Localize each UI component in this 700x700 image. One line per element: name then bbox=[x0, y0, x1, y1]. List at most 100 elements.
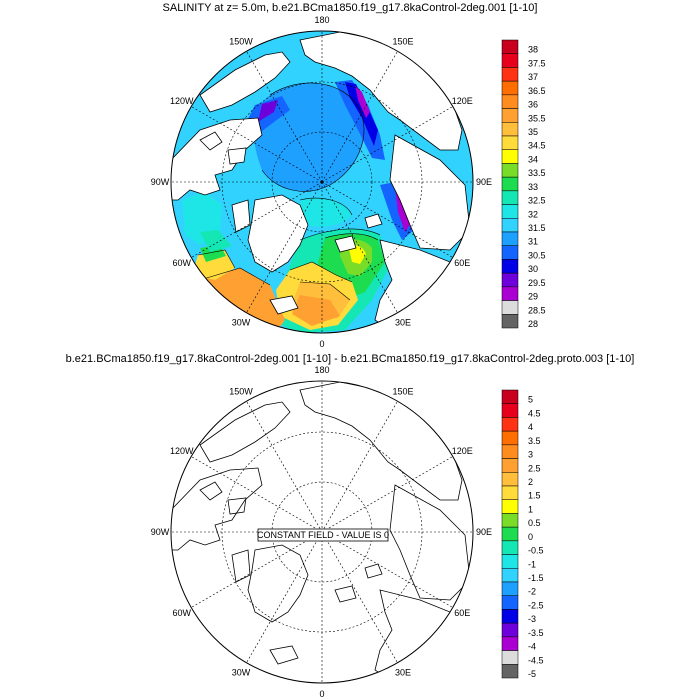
colorbar-swatch bbox=[501, 67, 519, 82]
salinity-colorbar: 38 37.5 37 36.5 36 35.5 35 34.5 34 33.5 33 32.5 32 31… bbox=[501, 39, 546, 329]
landmass bbox=[171, 31, 471, 333]
meridian-line bbox=[321, 531, 453, 608]
colorbar-label: 35 bbox=[528, 127, 538, 137]
colorbar-swatch bbox=[501, 499, 519, 514]
colorbar-label: 38 bbox=[528, 45, 538, 55]
colorbar-swatch bbox=[501, 272, 519, 288]
colorbar-swatch bbox=[501, 286, 519, 301]
lon-label: 150W bbox=[229, 387, 253, 397]
colorbar-label: 28 bbox=[528, 319, 538, 329]
colorbar-label: 33.5 bbox=[528, 168, 546, 178]
colorbar-swatch bbox=[501, 568, 519, 583]
lon-label: 150W bbox=[229, 37, 253, 47]
map-title-difference: b.e21.BCma1850.f19_g17.8kaControl-2deg.0… bbox=[65, 353, 635, 365]
colorbar-label: -3.5 bbox=[528, 628, 544, 638]
lon-label: 30E bbox=[395, 667, 411, 677]
map-boundary bbox=[170, 30, 474, 334]
meridian-line bbox=[246, 401, 323, 533]
colorbar-swatch bbox=[501, 80, 519, 96]
meridian-line bbox=[321, 181, 398, 313]
colorbar-label: -1 bbox=[528, 559, 536, 569]
colorbar-swatch bbox=[501, 218, 519, 233]
colorbar-label: 36 bbox=[528, 100, 538, 110]
colorbar-swatch bbox=[501, 39, 519, 54]
colorbar-label: 1 bbox=[528, 504, 533, 514]
colorbar-label: 29 bbox=[528, 292, 538, 302]
colorbar-swatch bbox=[501, 176, 519, 192]
colorbar-swatch bbox=[501, 94, 519, 109]
longitude-labels-lower: 180 150E 120E 90E 60E 30E 0 30W 60W 90W 120W 150W bbox=[151, 365, 492, 699]
lon-label: 60E bbox=[454, 258, 470, 268]
colorbar-label: -1.5 bbox=[528, 573, 544, 583]
colorbar-label: -4.5 bbox=[528, 655, 544, 665]
colorbar-label: 0 bbox=[528, 532, 533, 542]
colorbar-label: 30.5 bbox=[528, 250, 546, 260]
colorbar-label: 1.5 bbox=[528, 491, 541, 501]
colorbar-swatch bbox=[501, 581, 519, 596]
colorbar-label: 35.5 bbox=[528, 113, 546, 123]
meridian-line bbox=[321, 181, 453, 258]
colorbar-swatch bbox=[501, 430, 519, 446]
lon-label: 120E bbox=[452, 446, 473, 456]
colorbar-swatch bbox=[501, 513, 519, 528]
colorbar-label: 36.5 bbox=[528, 86, 546, 96]
lon-label: 120W bbox=[170, 96, 194, 106]
colorbar-swatch bbox=[501, 526, 519, 542]
colorbar-label: -5 bbox=[528, 669, 536, 679]
annotation-text: CONSTANT FIELD - VALUE IS 0 bbox=[257, 530, 389, 540]
colorbar-label: 34.5 bbox=[528, 141, 546, 151]
lon-label: 90W bbox=[151, 177, 170, 187]
colorbar-swatch bbox=[501, 472, 519, 487]
colorbar-label: 3.5 bbox=[528, 436, 541, 446]
colorbar-swatch bbox=[501, 190, 519, 205]
meridian-line bbox=[191, 106, 323, 183]
colorbar-swatch bbox=[501, 540, 519, 555]
colorbar-label: 32 bbox=[528, 209, 538, 219]
colorbar-label: 29.5 bbox=[528, 278, 546, 288]
colorbar-label: 31 bbox=[528, 237, 538, 247]
colorbar-swatch bbox=[501, 389, 519, 404]
lon-label: 150E bbox=[392, 387, 413, 397]
colorbar-label: 37 bbox=[528, 72, 538, 82]
lon-label: 120W bbox=[170, 446, 194, 456]
contour-lines bbox=[197, 82, 381, 301]
colorbar-swatch bbox=[501, 108, 519, 123]
colorbar-label: 32.5 bbox=[528, 196, 546, 206]
lon-label: 0 bbox=[319, 689, 324, 699]
colorbar-label: 31.5 bbox=[528, 223, 546, 233]
meridian-line bbox=[321, 401, 398, 533]
colorbar-swatch bbox=[501, 458, 519, 473]
meridian-lines bbox=[171, 31, 473, 333]
colorbar-swatch bbox=[501, 417, 519, 432]
colorbar-swatch bbox=[501, 53, 519, 68]
meridian-line bbox=[191, 531, 323, 608]
colorbar-swatch bbox=[501, 664, 519, 679]
colorbar-label: 2.5 bbox=[528, 463, 541, 473]
lon-label: 150E bbox=[392, 37, 413, 47]
colorbar-label: -2 bbox=[528, 587, 536, 597]
lon-label: 30E bbox=[395, 317, 411, 327]
colorbar-label: 0.5 bbox=[528, 518, 541, 528]
lon-label: 180 bbox=[314, 15, 329, 25]
colorbar-swatch bbox=[501, 314, 519, 329]
lon-label: 180 bbox=[314, 365, 329, 375]
meridian-line bbox=[321, 456, 453, 533]
colorbar-swatch bbox=[501, 485, 519, 500]
map-boundary-lower bbox=[170, 380, 474, 684]
colorbar-swatch bbox=[501, 245, 519, 260]
meridian-line bbox=[191, 181, 323, 258]
map-title-salinity: SALINITY at z= 5.0m, b.e21.BCma1850.f19_… bbox=[162, 2, 538, 14]
colorbar-swatch bbox=[501, 609, 519, 624]
colorbar-label: 30 bbox=[528, 264, 538, 274]
colorbar-swatch bbox=[501, 403, 519, 418]
lon-label: 90E bbox=[476, 177, 492, 187]
lon-label: 120E bbox=[452, 96, 473, 106]
colorbar-label: 33 bbox=[528, 182, 538, 192]
colorbar-swatch bbox=[501, 636, 519, 651]
colorbar-swatch bbox=[501, 595, 519, 610]
colorbar-swatch bbox=[501, 122, 519, 137]
colorbar-swatch bbox=[501, 622, 519, 638]
colorbar-label: 34 bbox=[528, 154, 538, 164]
colorbar-label: 3 bbox=[528, 450, 533, 460]
